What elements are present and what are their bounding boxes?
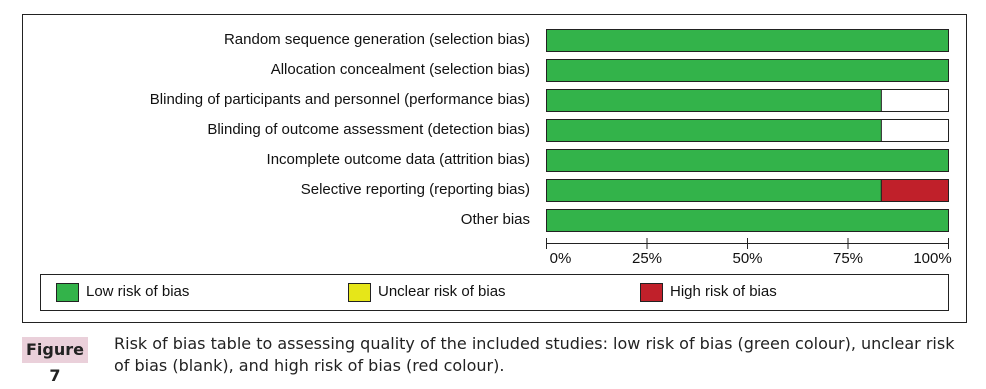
x-tick-label: 50% — [732, 250, 762, 267]
legend-label: Unclear risk of bias — [378, 283, 506, 300]
bar-segment — [546, 59, 949, 82]
category-label: Blinding of participants and personnel (… — [150, 91, 530, 108]
legend-swatch — [348, 283, 371, 302]
chart: Random sequence generation (selection bi… — [22, 14, 967, 323]
figure-caption: Risk of bias table to assessing quality … — [114, 334, 955, 375]
bar-segment — [546, 209, 949, 232]
bar-segment — [546, 29, 949, 52]
legend-swatch — [640, 283, 663, 302]
category-label: Other bias — [461, 211, 530, 228]
bar-segment — [546, 179, 882, 202]
legend-frame — [40, 274, 949, 311]
category-label: Selective reporting (reporting bias) — [301, 181, 530, 198]
x-tick-label: 25% — [632, 250, 662, 267]
category-label: Random sequence generation (selection bi… — [224, 31, 530, 48]
bar-segment — [546, 149, 949, 172]
legend-label: Low risk of bias — [86, 283, 189, 300]
figure-label: Figure 7 — [22, 337, 88, 385]
category-label: Incomplete outcome data (attrition bias) — [267, 151, 530, 168]
x-tick-label: 100% — [913, 250, 951, 267]
x-tick-label: 0% — [550, 250, 572, 267]
bar-segment — [880, 179, 950, 202]
x-tick-label: 75% — [833, 250, 863, 267]
bar-segment — [546, 119, 882, 142]
legend-label: High risk of bias — [670, 283, 777, 300]
category-label: Allocation concealment (selection bias) — [271, 61, 530, 78]
bar-segment — [546, 89, 882, 112]
category-label: Blinding of outcome assessment (detectio… — [207, 121, 530, 138]
legend-swatch — [56, 283, 79, 302]
